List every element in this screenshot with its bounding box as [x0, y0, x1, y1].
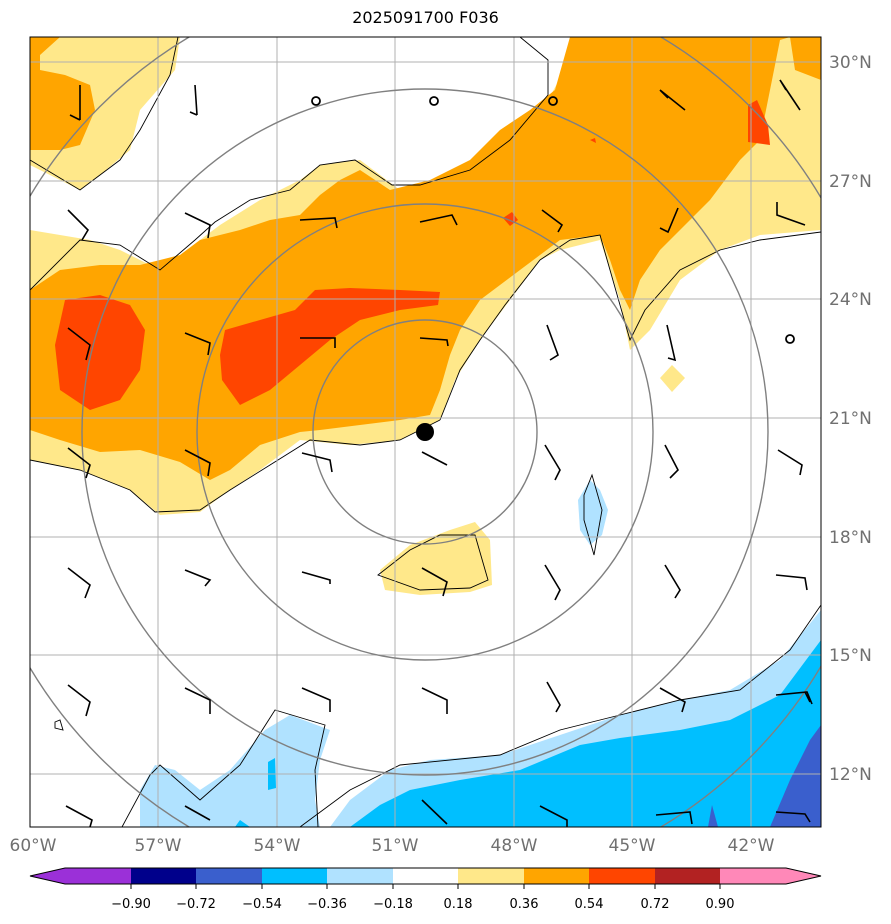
colorbar-tick-label: 0.90	[706, 897, 735, 912]
lon-label: 45°W	[609, 836, 656, 856]
colorbar-segment	[524, 868, 589, 884]
colorbar-tick-label: 0.18	[444, 897, 473, 912]
colorbar-segment	[720, 868, 786, 884]
contour-fill-neg0.54	[708, 725, 821, 827]
colorbar-segment	[458, 868, 524, 884]
colorbar-tick-label: −0.90	[111, 897, 151, 912]
colorbar-tick-label: 0.36	[510, 897, 539, 912]
lon-label: 42°W	[728, 836, 775, 856]
map-area	[30, 37, 821, 827]
lat-axis: 30°N 27°N 24°N 21°N 18°N 15°N 12°N	[829, 53, 872, 785]
colorbar-tick-label: 0.54	[575, 897, 604, 912]
lon-label: 60°W	[10, 836, 57, 856]
colorbar-tick-label: −0.18	[373, 897, 413, 912]
map-frame	[29, 36, 822, 828]
calm-wind-circles	[311, 96, 795, 344]
colorbar-extend-high	[786, 868, 821, 884]
lat-label: 15°N	[829, 646, 872, 666]
lon-label: 48°W	[491, 836, 538, 856]
colorbar-segment	[131, 868, 196, 884]
contour-fill-0.54	[55, 100, 770, 410]
colorbar-segment	[196, 868, 262, 884]
colorbar-extend-low	[30, 868, 65, 884]
colorbar-tick-label: −0.72	[176, 897, 216, 912]
storm-center-dot	[416, 423, 434, 441]
colorbar-segment	[655, 868, 720, 884]
colorbar: −0.90 −0.72 −0.54 −0.36 −0.18 0.18 0.36 …	[29, 867, 822, 912]
wind-barbs	[65, 79, 813, 827]
colorbar-segment	[262, 868, 327, 884]
contour-lines	[30, 37, 821, 827]
colorbar-segment	[327, 868, 393, 884]
range-rings	[30, 37, 821, 827]
lon-label: 54°W	[254, 836, 301, 856]
colorbar-outline	[29, 867, 822, 885]
lat-label: 30°N	[829, 53, 872, 73]
colorbar-tick-label: 0.72	[641, 897, 670, 912]
colorbar-segment	[393, 868, 458, 884]
colorbar-segment	[65, 868, 131, 884]
colorbar-segment	[589, 868, 655, 884]
lat-label: 24°N	[829, 290, 872, 310]
lat-label: 12°N	[829, 765, 872, 785]
colorbar-tick-label: −0.36	[307, 897, 347, 912]
lat-label: 18°N	[829, 528, 872, 548]
plot-title: 2025091700 F036	[352, 8, 499, 27]
colorbar-tick-label: −0.54	[242, 897, 282, 912]
lon-axis: 60°W 57°W 54°W 51°W 48°W 45°W 42°W	[10, 836, 775, 856]
graticule	[30, 37, 821, 827]
lat-label: 21°N	[829, 409, 872, 429]
lon-label: 57°W	[135, 836, 182, 856]
lat-label: 27°N	[829, 172, 872, 192]
lon-label: 51°W	[372, 836, 419, 856]
